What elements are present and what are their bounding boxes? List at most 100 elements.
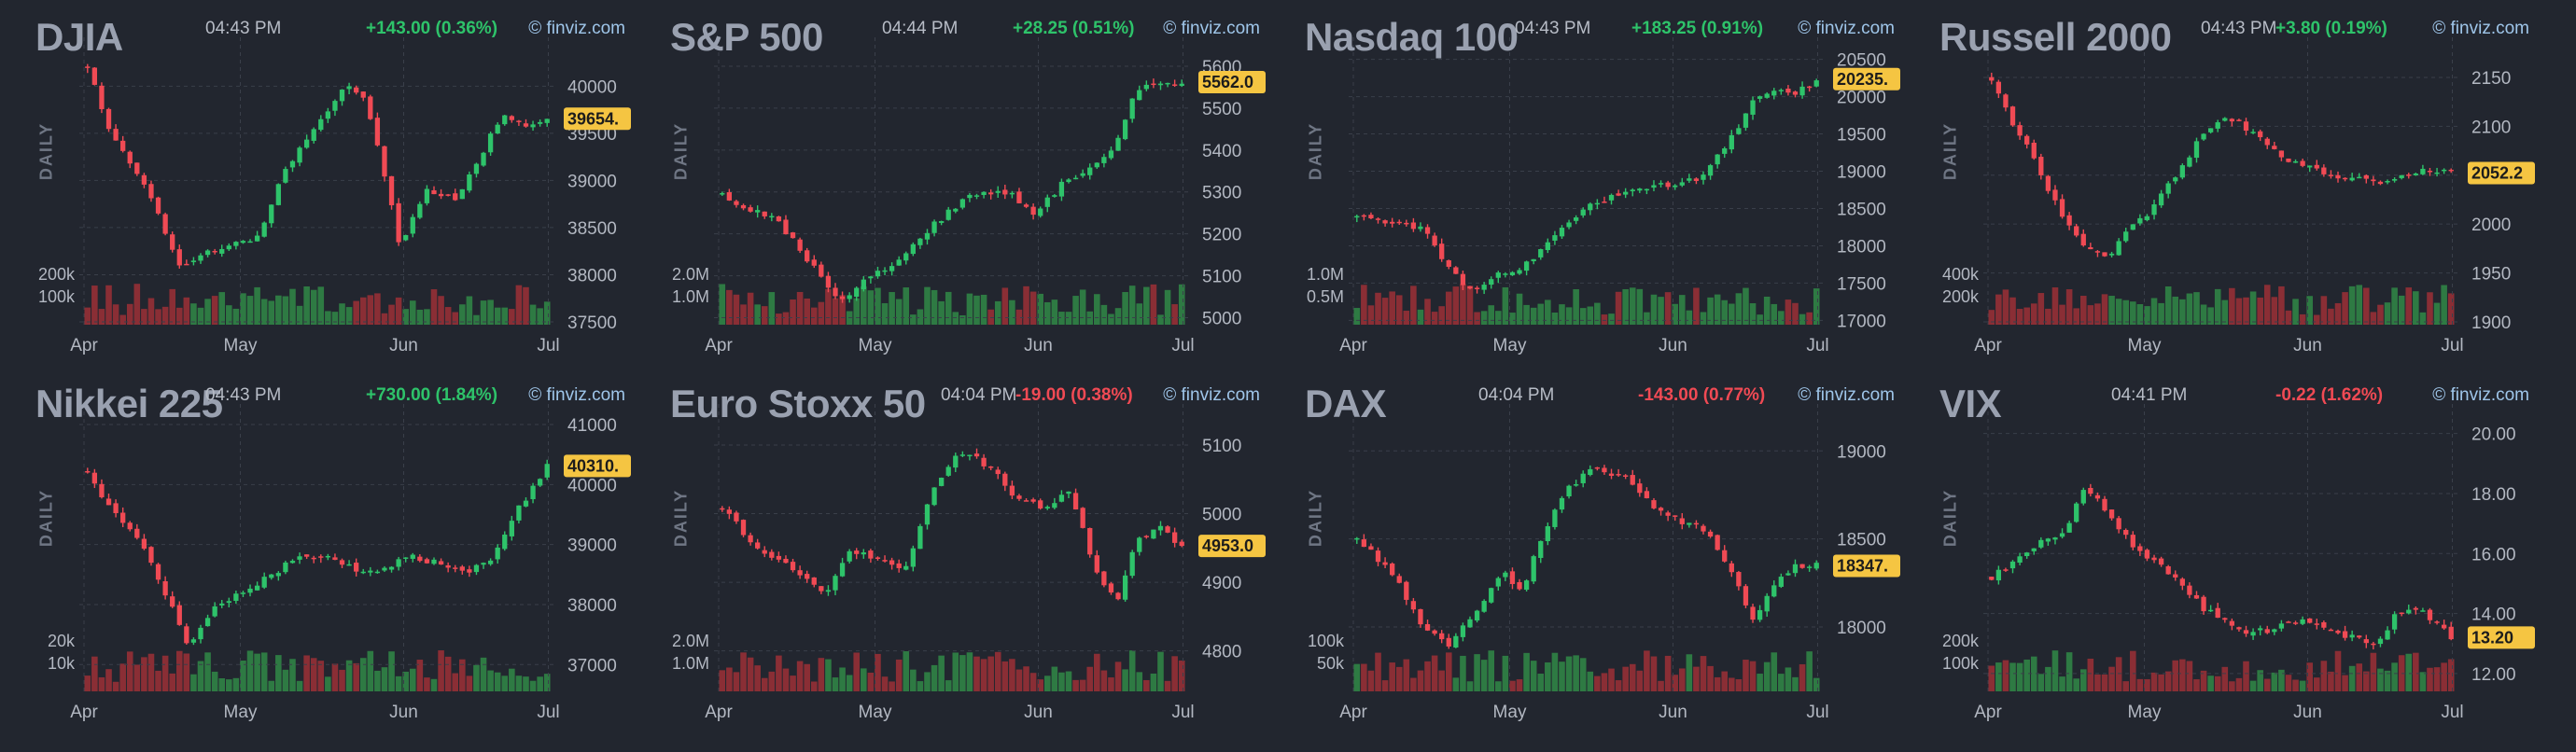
candle-body xyxy=(388,175,395,205)
volume-bar xyxy=(1410,285,1417,325)
volume-bar xyxy=(2433,302,2441,325)
volume-bar xyxy=(1615,680,1622,691)
x-tick-label: May xyxy=(224,703,258,722)
volume-bar xyxy=(2037,674,2045,691)
volume-bar xyxy=(1785,299,1792,325)
chart-plot: 215021002050200019501900AprMayJunJul400k… xyxy=(1942,37,2535,355)
x-tick-label: Jun xyxy=(1024,703,1053,722)
volume-bar xyxy=(459,659,466,691)
volume-bar xyxy=(2285,675,2292,691)
candle-body xyxy=(509,521,514,536)
last-price-label: 13.20 xyxy=(2471,628,2513,647)
finviz-credit-link[interactable]: © finviz.com xyxy=(2432,385,2529,405)
volume-bar xyxy=(938,300,945,325)
volume-bar xyxy=(1460,655,1466,691)
finviz-credit-link[interactable]: © finviz.com xyxy=(1798,385,1895,405)
candle-body xyxy=(967,194,973,199)
volume-bar xyxy=(1136,303,1143,325)
candle-body xyxy=(2009,106,2016,126)
candle-body xyxy=(1424,623,1431,631)
quote-time: 04:04 PM xyxy=(941,385,1017,405)
candle-body xyxy=(1566,485,1572,496)
volume-bar xyxy=(381,313,388,325)
volume-bar xyxy=(1381,680,1389,691)
volume-bar xyxy=(966,652,973,691)
volume-bar xyxy=(296,680,303,691)
candle-body xyxy=(2399,174,2404,178)
volume-bar xyxy=(1799,663,1806,691)
candle-body xyxy=(2300,160,2305,166)
volume-bar xyxy=(2320,661,2328,691)
volume-bar xyxy=(2377,668,2384,691)
last-price-label: 20235. xyxy=(1837,70,1888,89)
volume-bar xyxy=(275,655,282,691)
volume-bar xyxy=(1488,305,1495,325)
price-change: -143.00 (0.77%) xyxy=(1638,385,1766,405)
volume-bar xyxy=(2122,681,2130,691)
volume-bar xyxy=(473,664,480,691)
y-tick-label: 37000 xyxy=(567,656,617,675)
volume-bar xyxy=(211,296,218,325)
finviz-credit-link[interactable]: © finviz.com xyxy=(528,19,625,38)
candle-body xyxy=(2349,177,2355,181)
y-tick-label: 20500 xyxy=(1837,51,1886,71)
volume-bar xyxy=(430,289,438,325)
candle-body xyxy=(2066,522,2072,533)
candle-body xyxy=(1129,98,1135,119)
candle-body xyxy=(431,559,437,564)
candle-body xyxy=(1722,550,1728,562)
volume-bar xyxy=(1157,651,1164,691)
finviz-credit-link[interactable]: © finviz.com xyxy=(1163,19,1260,38)
candle-body xyxy=(1179,541,1184,547)
volume-bar xyxy=(987,656,994,691)
volume-bar xyxy=(1636,670,1644,691)
candle-body xyxy=(1658,508,1664,511)
volume-bar xyxy=(2419,672,2427,691)
candle-body xyxy=(2201,133,2206,140)
candle-body xyxy=(1390,564,1395,576)
finviz-credit-link[interactable]: © finviz.com xyxy=(2432,19,2529,38)
volume-bar xyxy=(1545,299,1551,325)
volume-tick-label: 50k xyxy=(1317,654,1345,673)
candle-body xyxy=(127,151,133,164)
candle-body xyxy=(2102,498,2107,511)
finviz-credit-link[interactable]: © finviz.com xyxy=(1798,19,1895,38)
y-tick-label: 38000 xyxy=(567,266,617,285)
candle-body xyxy=(910,548,916,567)
candle-body xyxy=(839,563,846,577)
finviz-credit-link[interactable]: © finviz.com xyxy=(1163,385,1260,405)
candle-body xyxy=(1481,285,1487,290)
candle-body xyxy=(945,467,951,476)
volume-bar xyxy=(2087,658,2094,691)
candle-body xyxy=(1673,185,1678,188)
volume-bar xyxy=(2363,671,2370,691)
volume-bar xyxy=(2023,307,2030,325)
volume-bar xyxy=(1629,287,1636,325)
volume-bar xyxy=(924,286,931,325)
candle-body xyxy=(1038,208,1043,216)
volume-bar xyxy=(768,671,776,691)
volume-bar xyxy=(768,292,776,325)
volume-bar xyxy=(2398,295,2405,325)
volume-bar xyxy=(303,655,310,691)
last-price-marker: 5562.0 xyxy=(1198,71,1266,94)
candle-body xyxy=(748,207,753,212)
volume-bar xyxy=(1644,650,1650,691)
finviz-credit-link[interactable]: © finviz.com xyxy=(528,385,625,405)
candle-body xyxy=(833,287,838,297)
candle-body xyxy=(1792,91,1799,95)
candle-body xyxy=(1361,539,1367,548)
price-change: +143.00 (0.36%) xyxy=(366,19,498,38)
volume-bar xyxy=(1389,662,1395,691)
x-tick-label: Jul xyxy=(1171,336,1194,355)
volume-bar xyxy=(761,306,768,325)
volume-bar xyxy=(1806,651,1813,691)
volume-tick-label: 10k xyxy=(48,654,76,673)
candle-body xyxy=(1813,80,1819,87)
candle-body xyxy=(959,199,966,208)
x-tick-label: Apr xyxy=(1974,336,2002,355)
candle-body xyxy=(473,163,480,174)
volume-bar xyxy=(1686,654,1693,691)
volume-bar xyxy=(1029,291,1037,325)
